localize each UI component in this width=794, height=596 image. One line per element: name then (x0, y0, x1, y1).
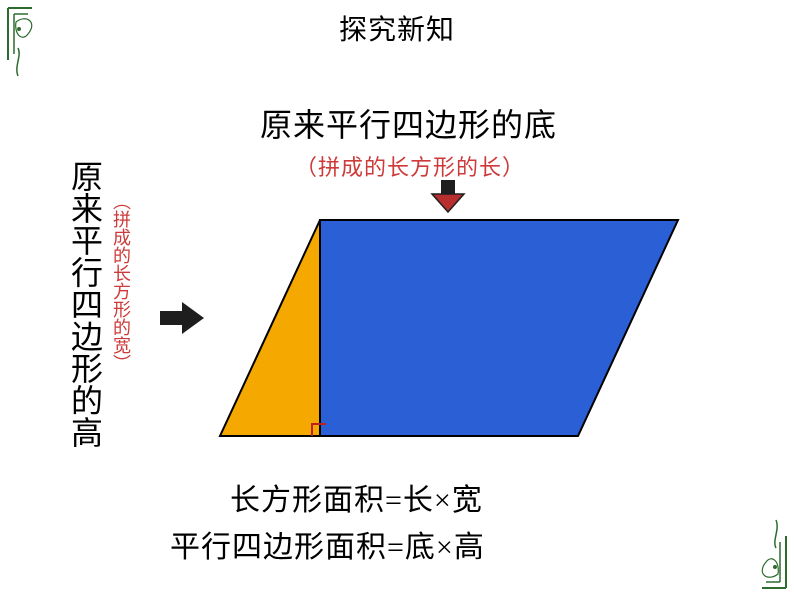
arrow-down-icon (430, 180, 466, 219)
top-sublabel-length: （拼成的长方形的长） (295, 150, 525, 182)
cut-triangle (220, 220, 320, 436)
arrow-right-icon (160, 300, 206, 341)
blue-parallelogram (320, 220, 678, 436)
page-title: 探究新知 (0, 8, 794, 48)
formula-rectangle: 长方形面积=长×宽 (230, 475, 483, 519)
top-label-base: 原来平行四边形的底 (260, 100, 557, 146)
corner-ornament-bottom-right (740, 512, 790, 592)
left-sublabel-width: （拼成的长方形的宽） (108, 192, 134, 372)
left-label-height: 原来平行四边形的高 (62, 160, 108, 448)
parallelogram-diagram (218, 218, 688, 445)
formula-parallelogram: 平行四边形面积=底×高 (170, 522, 485, 566)
